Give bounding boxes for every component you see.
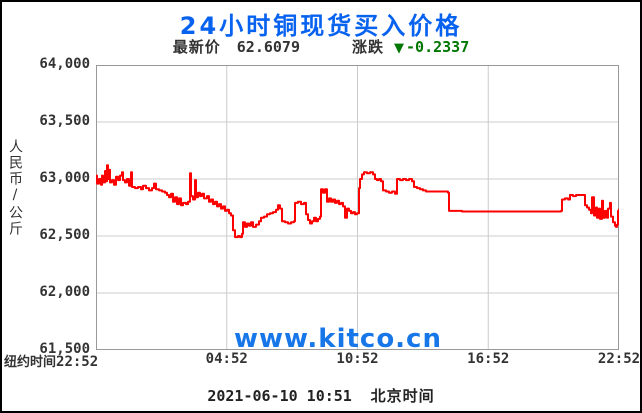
y-tick-label: 61,500 xyxy=(39,341,90,357)
price-line xyxy=(96,164,619,239)
x-axis-origin-label: 纽约时间22:52 xyxy=(4,351,98,370)
x-tick-label: 04:52 xyxy=(205,351,248,367)
plot-area: www.kitco.cn xyxy=(96,65,619,354)
change-label: 涨跌 xyxy=(352,38,385,56)
chart-title: 24小时铜现货买入价格 xyxy=(179,12,463,40)
change-value: -0.2337 xyxy=(406,38,470,56)
y-tick-label: 62,500 xyxy=(39,227,90,243)
latest-price-value: 62.6079 xyxy=(236,38,300,56)
y-axis-title: 人民币/公斤 xyxy=(7,139,23,237)
footer-timestamp: 2021-06-10 10:51 北京时间 xyxy=(2,385,640,406)
latest-price-label: 最新价 xyxy=(172,38,221,56)
watermark-text: www.kitco.cn xyxy=(234,324,442,354)
y-tick-label: 63,500 xyxy=(39,113,90,129)
down-triangle-icon: ▼ xyxy=(394,41,405,56)
x-tick-label: 16:52 xyxy=(467,351,510,367)
footer-datetime: 2021-06-10 10:51 xyxy=(207,387,352,405)
x-tick-first: 22:52 xyxy=(56,354,99,370)
x-tick-label: 10:52 xyxy=(336,351,379,367)
quote-line: 最新价 62.6079 涨跌 ▼ -0.2337 xyxy=(2,36,640,57)
y-tick-label: 64,000 xyxy=(39,56,90,72)
x-tick-label: 22:52 xyxy=(597,351,641,367)
grid-lines xyxy=(96,65,619,350)
beijing-time-label: 北京时间 xyxy=(370,387,435,405)
newyork-time-label: 纽约时间 xyxy=(4,355,57,370)
y-tick-label: 63,000 xyxy=(39,170,90,186)
y-tick-label: 62,000 xyxy=(39,284,90,300)
